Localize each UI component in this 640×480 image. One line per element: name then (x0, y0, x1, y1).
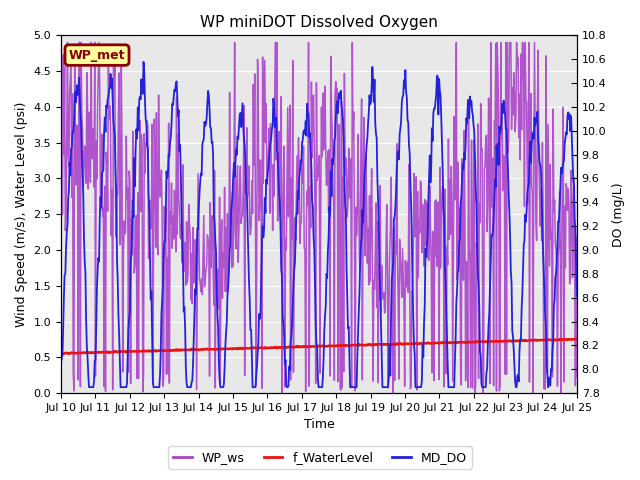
Legend: WP_ws, f_WaterLevel, MD_DO: WP_ws, f_WaterLevel, MD_DO (168, 446, 472, 469)
Y-axis label: Wind Speed (m/s), Water Level (psi): Wind Speed (m/s), Water Level (psi) (15, 102, 28, 327)
Title: WP miniDOT Dissolved Oxygen: WP miniDOT Dissolved Oxygen (200, 15, 438, 30)
Text: WP_met: WP_met (68, 48, 125, 61)
Y-axis label: DO (mg/L): DO (mg/L) (612, 182, 625, 247)
X-axis label: Time: Time (303, 419, 334, 432)
